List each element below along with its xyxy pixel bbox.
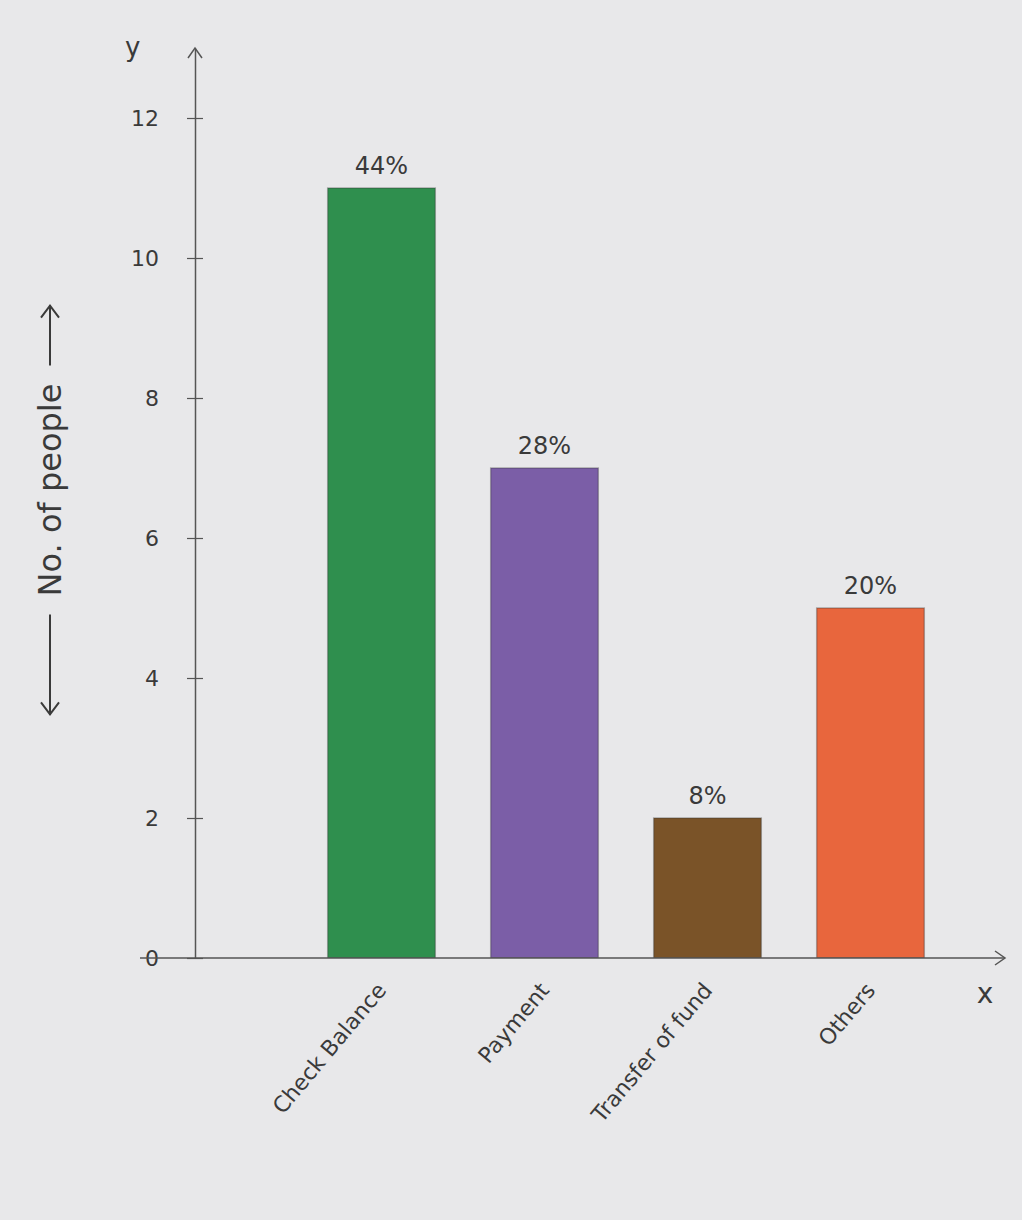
- annotation: 8%: [688, 782, 726, 810]
- plot-area: [328, 188, 925, 958]
- y-title-arrow: [41, 306, 59, 366]
- x-axis: Check Balance Payment Transfer of fund Othe…: [268, 978, 881, 1128]
- x-tick-label: Others: [814, 978, 881, 1051]
- y-tick-label: 6: [145, 526, 159, 551]
- y-tick: 10: [131, 246, 203, 271]
- y-axis-line: [195, 49, 197, 959]
- annotation: 20%: [844, 572, 897, 600]
- x-tick: Check Balance: [268, 978, 392, 1118]
- y-axis-letter: y: [125, 32, 140, 62]
- y-tick: 4: [145, 666, 203, 691]
- x-tick: Payment: [473, 978, 554, 1068]
- bar: [491, 468, 599, 958]
- y-tick-label: 12: [131, 106, 159, 131]
- x-tick-label: Check Balance: [268, 978, 392, 1118]
- y-tick: 8: [145, 386, 203, 411]
- x-tick: Transfer of fund: [586, 978, 717, 1128]
- y-tick: 2: [145, 806, 203, 831]
- y-tick-label: 8: [145, 386, 159, 411]
- y-tick-mark: [187, 118, 203, 119]
- bar: [817, 608, 925, 958]
- x-tick-label: Transfer of fund: [586, 978, 717, 1128]
- y-tick-label: 2: [145, 806, 159, 831]
- y-title-arrow: [41, 614, 59, 714]
- y-tick-label: 4: [145, 666, 159, 691]
- annotation: 28%: [518, 432, 571, 460]
- y-axis-title: No. of people: [31, 384, 69, 597]
- y-tick-mark: [187, 398, 203, 399]
- annotation: 44%: [355, 152, 408, 180]
- bar: [654, 818, 762, 958]
- chart: 024681012Check BalancePaymentTransfer of…: [0, 0, 1022, 1220]
- y-tick-mark: [187, 818, 203, 819]
- y-tick: 6: [145, 526, 203, 551]
- bar: [328, 188, 436, 958]
- x-axis-line: [140, 957, 1005, 959]
- y-tick: 12: [131, 106, 203, 131]
- x-axis-arrow: [995, 951, 1005, 965]
- y-tick-mark: [187, 678, 203, 679]
- y-tick-mark: [187, 258, 203, 259]
- x-tick: Others: [814, 978, 881, 1051]
- y-tick-label: 10: [131, 246, 159, 271]
- x-axis-title: x: [977, 977, 994, 1010]
- y-axis: 024681012: [131, 49, 203, 971]
- y-tick-mark: [187, 538, 203, 539]
- y-axis-arrow: [188, 48, 202, 58]
- x-tick-label: Payment: [473, 978, 554, 1068]
